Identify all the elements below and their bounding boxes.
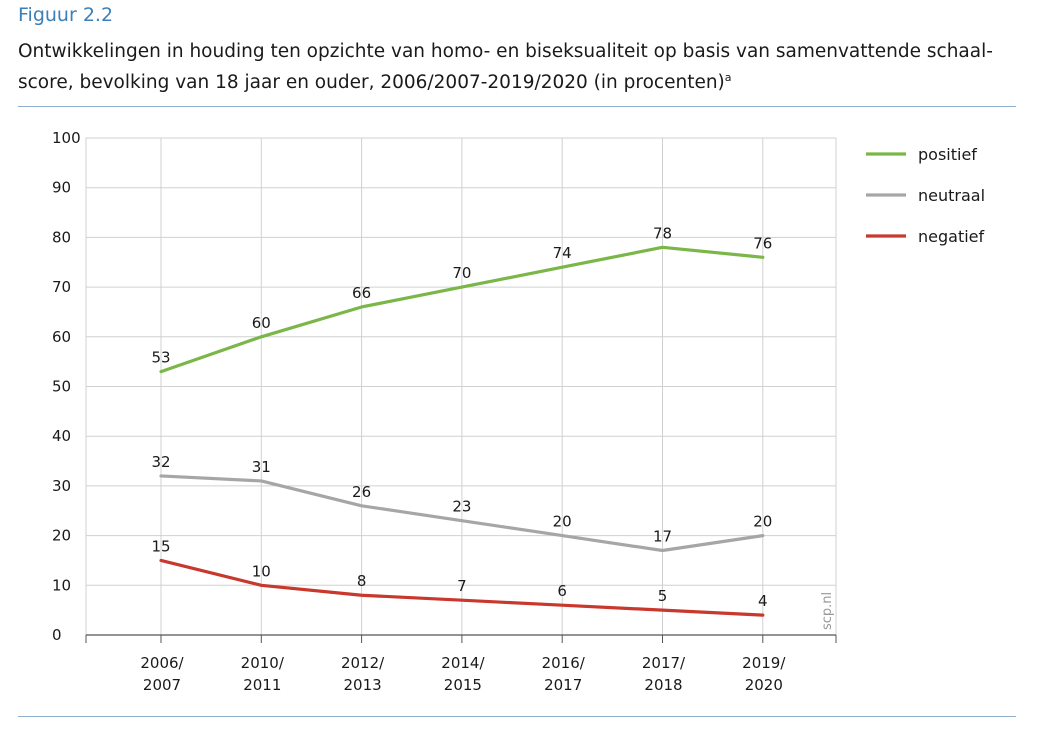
x-tick-label: 2006/ xyxy=(140,654,184,672)
data-label-positief: 76 xyxy=(753,234,772,252)
x-axis-ticks: 2006/2007 2010/2011 2012/2013 2014/2015 2016… xyxy=(140,654,786,694)
y-tick-label: 0 xyxy=(52,626,62,644)
data-label-negatief: 6 xyxy=(557,582,567,600)
y-tick-label: 100 xyxy=(52,129,81,147)
figure-title-text: Ontwikkelingen in houding ten opzichte v… xyxy=(18,41,993,93)
x-tick-label: 2017/ xyxy=(642,654,686,672)
bottom-rule xyxy=(18,716,1016,717)
x-tick-label: 2010/ xyxy=(241,654,285,672)
y-tick-label: 70 xyxy=(52,278,71,296)
data-label-positief: 60 xyxy=(252,314,271,332)
data-label-neutraal: 17 xyxy=(653,528,672,546)
figure-title-note: a xyxy=(724,70,732,84)
legend: positief neutraal negatief xyxy=(866,145,985,246)
data-label-negatief: 4 xyxy=(758,592,768,610)
data-label-positief: 70 xyxy=(452,264,471,282)
data-label-negatief: 8 xyxy=(357,572,367,590)
figure-title: Ontwikkelingen in houding ten opzichte v… xyxy=(18,36,1018,98)
series-line-neutraal xyxy=(159,474,765,553)
x-tick-label: 2012/ xyxy=(341,654,385,672)
data-label-neutraal: 20 xyxy=(553,513,572,531)
data-label-negatief: 7 xyxy=(457,577,467,595)
x-tick-label: 2019/ xyxy=(742,654,786,672)
watermark: scp.nl xyxy=(820,592,835,630)
legend-label-neutraal: neutraal xyxy=(918,186,985,205)
legend-label-negatief: negatief xyxy=(918,227,985,246)
data-label-positief: 53 xyxy=(151,349,170,367)
x-tick-label: 2020 xyxy=(745,676,783,694)
y-axis-ticks: 0 10 20 30 40 50 60 70 80 90 100 xyxy=(52,129,81,644)
x-tick-label: 2018 xyxy=(644,676,682,694)
y-tick-label: 20 xyxy=(52,527,71,545)
y-tick-label: 90 xyxy=(52,179,71,197)
y-tick-label: 50 xyxy=(52,378,71,396)
data-label-neutraal: 20 xyxy=(753,513,772,531)
data-label-neutraal: 26 xyxy=(352,483,371,501)
data-label-negatief: 15 xyxy=(151,537,170,555)
y-tick-label: 30 xyxy=(52,477,71,495)
series-line-positief xyxy=(159,245,765,374)
y-tick-label: 40 xyxy=(52,427,71,445)
series-line-negatief xyxy=(159,558,765,617)
x-tick-label: 2016/ xyxy=(542,654,586,672)
series-lines xyxy=(159,245,765,617)
data-label-neutraal: 23 xyxy=(452,498,471,516)
x-tick-label: 2014/ xyxy=(441,654,485,672)
data-label-positief: 74 xyxy=(553,244,572,262)
x-tick-label: 2017 xyxy=(544,676,582,694)
data-label-positief: 78 xyxy=(653,224,672,242)
y-tick-label: 80 xyxy=(52,228,71,246)
data-label-neutraal: 32 xyxy=(151,453,170,471)
x-tick-label: 2015 xyxy=(444,676,482,694)
x-tick-label: 2013 xyxy=(344,676,382,694)
y-tick-label: 10 xyxy=(52,576,71,594)
data-label-negatief: 5 xyxy=(658,587,668,605)
top-rule xyxy=(18,106,1016,107)
x-tick-label: 2007 xyxy=(143,676,181,694)
y-tick-label: 60 xyxy=(52,328,71,346)
x-tick-label: 2011 xyxy=(243,676,281,694)
data-label-negatief: 10 xyxy=(252,562,271,580)
chart-grid xyxy=(85,137,837,643)
data-label-neutraal: 31 xyxy=(252,458,271,476)
legend-label-positief: positief xyxy=(918,145,977,164)
data-label-positief: 66 xyxy=(352,284,371,302)
figure-label: Figuur 2.2 xyxy=(18,4,114,26)
